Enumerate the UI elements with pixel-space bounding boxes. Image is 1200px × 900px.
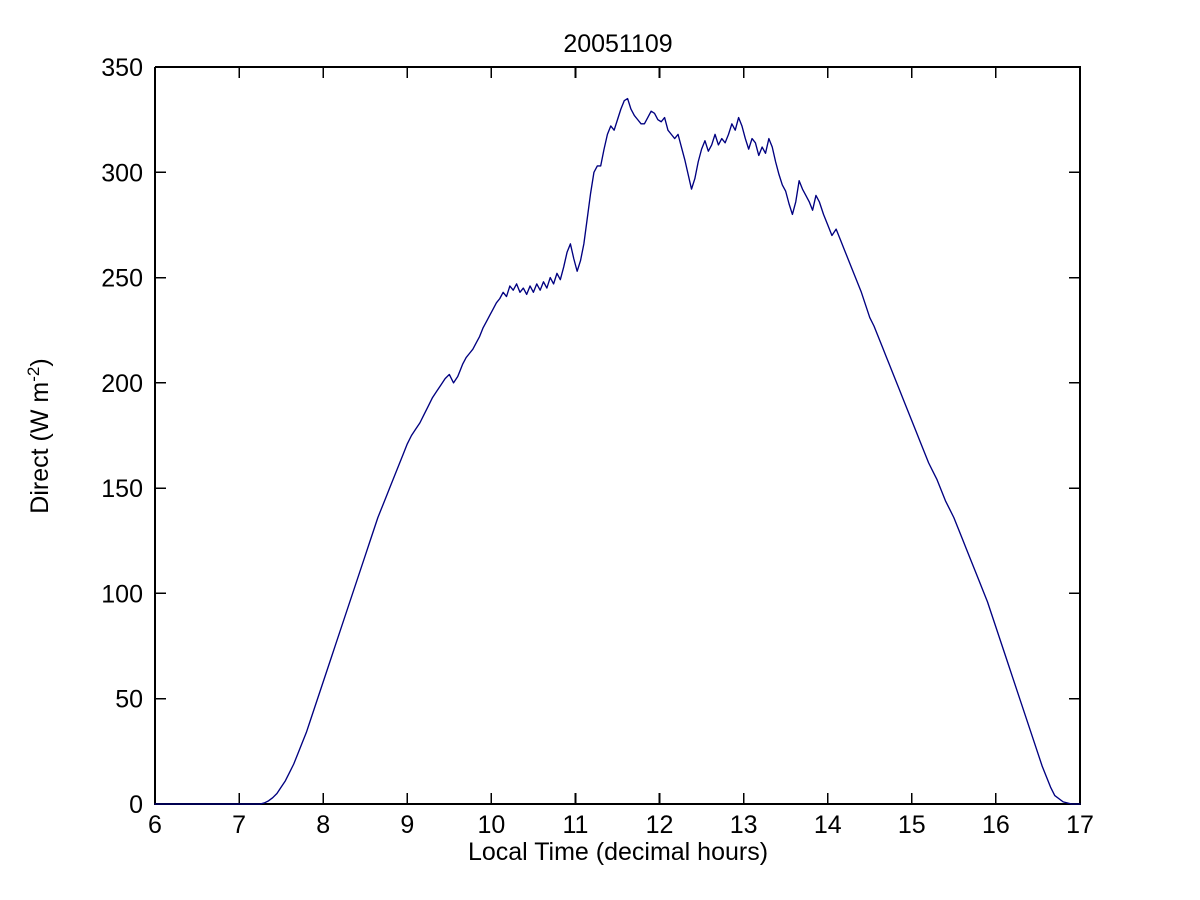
y-axis-title-main: Direct (W m <box>26 382 54 514</box>
data-series-direct <box>154 97 1081 805</box>
x-tick-label: 6 <box>148 811 162 839</box>
y-tick-label: 300 <box>101 159 143 187</box>
axis-frame <box>154 66 1081 805</box>
x-tick-label: 15 <box>898 811 926 839</box>
x-tick-label: 16 <box>982 811 1010 839</box>
chart-title-group: 20051109 <box>563 30 672 58</box>
y-tick-label: 0 <box>129 791 143 819</box>
chart-title: 20051109 <box>563 30 672 58</box>
x-tick-label: 12 <box>646 811 674 839</box>
x-tick-label: 17 <box>1066 811 1094 839</box>
y-tick-label: 100 <box>101 580 143 608</box>
x-tick-label: 13 <box>730 811 758 839</box>
y-axis-title-close-paren: ) <box>26 358 54 366</box>
x-tick-label: 8 <box>316 811 330 839</box>
x-tick-label: 7 <box>232 811 246 839</box>
data-series-group <box>154 97 1081 805</box>
x-axis-ticks: 6 7 8 9 10 11 12 13 14 15 16 17 <box>148 67 1094 839</box>
y-axis-ticks: 0 50 100 150 200 250 300 350 <box>101 54 1080 819</box>
y-tick-label: 150 <box>101 475 143 503</box>
x-tick-label: 11 <box>562 811 588 839</box>
y-axis-title: Direct (W m-2) <box>24 358 54 513</box>
x-tick-label: 14 <box>814 811 842 839</box>
y-tick-label: 200 <box>101 370 143 398</box>
axis-box-border <box>154 66 1081 805</box>
x-axis-title: Local Time (decimal hours) <box>468 838 768 866</box>
x-tick-label: 9 <box>400 811 414 839</box>
x-tick-label: 10 <box>477 811 505 839</box>
y-tick-label: 50 <box>115 686 143 714</box>
x-axis-title-group: Local Time (decimal hours) <box>468 838 768 866</box>
y-axis-title-superscript: -2 <box>24 367 43 382</box>
y-tick-label: 250 <box>101 265 143 293</box>
y-axis-title-group: Direct (W m-2) <box>24 358 54 513</box>
y-tick-label: 350 <box>101 54 143 82</box>
